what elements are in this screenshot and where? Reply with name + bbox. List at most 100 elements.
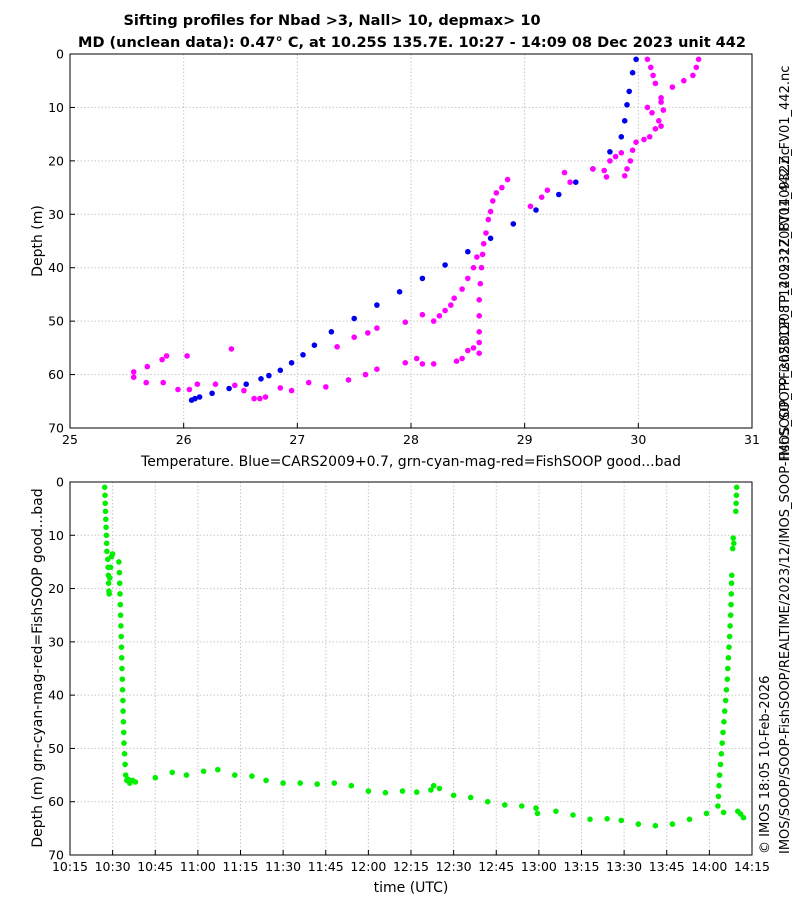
temperature-fishsoop-bad-point: [538, 194, 545, 200]
time-fishsoop-good-point: [721, 708, 728, 714]
temperature-fishsoop-bad-point: [465, 275, 471, 282]
temperature-cars2009-0-7-point: [442, 262, 448, 268]
temperature-fishsoop-bad-point: [262, 394, 269, 400]
temperature-cars2009-0-7-point: [533, 207, 539, 213]
time-x-tick-label: 11:45: [308, 859, 344, 874]
time-fishsoop-good-point: [117, 591, 123, 597]
temperature-fishsoop-bad-point: [413, 355, 420, 362]
temperature-fishsoop-bad-point: [479, 251, 486, 258]
time-fishsoop-good-point: [102, 500, 108, 507]
temperature-cars2009-0-7-point: [510, 221, 517, 227]
temperature-fishsoop-bad-point: [658, 123, 664, 129]
time-fishsoop-good-point: [109, 551, 116, 557]
temperature-fishsoop-bad-point: [561, 169, 568, 176]
time-y-axis-label: Depth (m) grn-cyan-mag-red=FishSOOP good…: [30, 488, 46, 847]
temperature-fishsoop-bad-point: [453, 358, 460, 365]
time-fishsoop-good-point: [118, 633, 124, 640]
time-fishsoop-good-point: [733, 484, 740, 491]
temperature-fishsoop-bad-point: [658, 95, 664, 101]
time-x-tick-label: 11:15: [222, 859, 258, 874]
temperature-fishsoop-bad-point: [194, 381, 201, 388]
temperature-fishsoop-bad-point: [470, 264, 477, 271]
time-fishsoop-good-point: [703, 810, 710, 817]
time-y-tick-label: 60: [48, 794, 64, 809]
time-x-tick-label: 14:00: [691, 859, 727, 874]
time-fishsoop-good-point: [200, 768, 207, 775]
time-y-tick-label: 30: [48, 634, 64, 649]
time-fishsoop-good-point: [215, 766, 221, 773]
time-fishsoop-good-point: [263, 777, 269, 784]
temperature-fishsoop-bad-point: [465, 347, 471, 354]
time-fishsoop-good-point: [382, 789, 389, 796]
temperature-fishsoop-bad-point: [184, 353, 190, 359]
time-fishsoop-good-point: [297, 780, 304, 786]
time-fishsoop-good-point: [436, 785, 443, 792]
temperature-fishsoop-bad-point: [257, 395, 263, 402]
time-fishsoop-good-point: [587, 816, 593, 823]
time-fishsoop-good-point: [116, 559, 122, 565]
time-fishsoop-good-point: [669, 821, 676, 827]
time-fishsoop-good-point: [118, 655, 125, 661]
time-fishsoop-good-point: [119, 676, 126, 682]
chart-title-line-2: MD (unclean data): 0.47° C, at 10.25S 13…: [78, 35, 746, 51]
temperature-fishsoop-bad-point: [656, 118, 662, 124]
temperature-x-tick-label: 26: [176, 432, 192, 447]
temperature-fishsoop-bad-point: [442, 307, 448, 314]
time-x-tick-label: 13:00: [521, 859, 557, 874]
time-x-tick-label: 10:30: [95, 859, 131, 874]
time-fishsoop-good-point: [467, 794, 474, 801]
temperature-fishsoop-bad-point: [430, 318, 437, 324]
temperature-fishsoop-bad-point: [693, 64, 700, 71]
time-y-tick-label: 50: [48, 741, 64, 756]
temperature-cars2009-0-7-point: [288, 360, 295, 366]
time-fishsoop-good-point: [716, 772, 723, 778]
temperature-x-axis-label: Temperature. Blue=CARS2009+0.7, grn-cyan…: [140, 454, 681, 470]
temperature-fishsoop-bad-point: [485, 216, 492, 223]
time-x-tick-label: 14:15: [734, 859, 770, 874]
temperature-fishsoop-bad-point: [483, 230, 489, 236]
file-path-label: IMOS/SOOP/SOOP-FishSOOP/REALTIME/2023/12…: [778, 148, 793, 854]
time-fishsoop-good-point: [719, 740, 725, 746]
time-fishsoop-good-point: [727, 612, 734, 618]
time-fishsoop-good-point: [105, 580, 112, 586]
temperature-fishsoop-bad-point: [621, 173, 628, 179]
temperature-cars2009-0-7-point: [624, 102, 630, 108]
temperature-fishsoop-bad-point: [470, 345, 477, 351]
time-y-tick-label: 20: [48, 581, 64, 596]
temperature-fishsoop-bad-point: [212, 381, 219, 388]
temperature-fishsoop-bad-point: [163, 353, 170, 359]
temperature-fishsoop-bad-point: [402, 360, 409, 366]
time-y-tick-label: 70: [48, 848, 64, 863]
time-fishsoop-good-point: [733, 508, 739, 515]
temperature-fishsoop-bad-point: [690, 72, 696, 79]
time-fishsoop-good-point: [121, 751, 128, 757]
time-fishsoop-good-point: [331, 780, 338, 786]
temperature-fishsoop-bad-point: [175, 386, 181, 393]
temperature-cars2009-0-7-point: [209, 390, 215, 397]
time-grid: [70, 482, 752, 855]
time-fishsoop-good-point: [725, 655, 732, 661]
temperature-fishsoop-bad-point: [504, 176, 511, 183]
time-fishsoop-good-point: [106, 591, 112, 597]
temperature-fishsoop-bad-point: [641, 136, 647, 143]
temperature-fishsoop-bad-point: [493, 190, 500, 196]
temperature-fishsoop-bad-point: [448, 302, 454, 308]
temperature-x-tick-label: 29: [517, 432, 533, 447]
temperature-y-tick-label: 30: [48, 207, 64, 222]
temperature-fishsoop-bad-point: [419, 311, 426, 318]
temperature-ticks: 25 26 27 28 29 30 31 0 10 20 30 40 50 60 70: [48, 47, 760, 448]
temperature-fishsoop-bad-point: [499, 184, 505, 191]
time-fishsoop-good-point: [502, 802, 508, 808]
time-fishsoop-good-point: [733, 500, 739, 507]
time-x-tick-label: 13:30: [606, 859, 642, 874]
temperature-fishsoop-bad-point: [476, 313, 483, 319]
time-fishsoop-good-point: [104, 548, 110, 555]
temperature-cars2009-0-7-point: [192, 395, 198, 402]
temperature-fishsoop-bad-point: [130, 369, 137, 375]
temperature-fishsoop-bad-point: [633, 139, 639, 145]
temperature-cars2009-0-7-point: [556, 191, 562, 198]
temperature-fishsoop-bad-point: [288, 387, 295, 394]
temperature-fishsoop-bad-point: [374, 325, 380, 331]
temperature-cars2009-0-7-point: [618, 134, 625, 140]
time-fishsoop-good-point: [728, 591, 735, 597]
